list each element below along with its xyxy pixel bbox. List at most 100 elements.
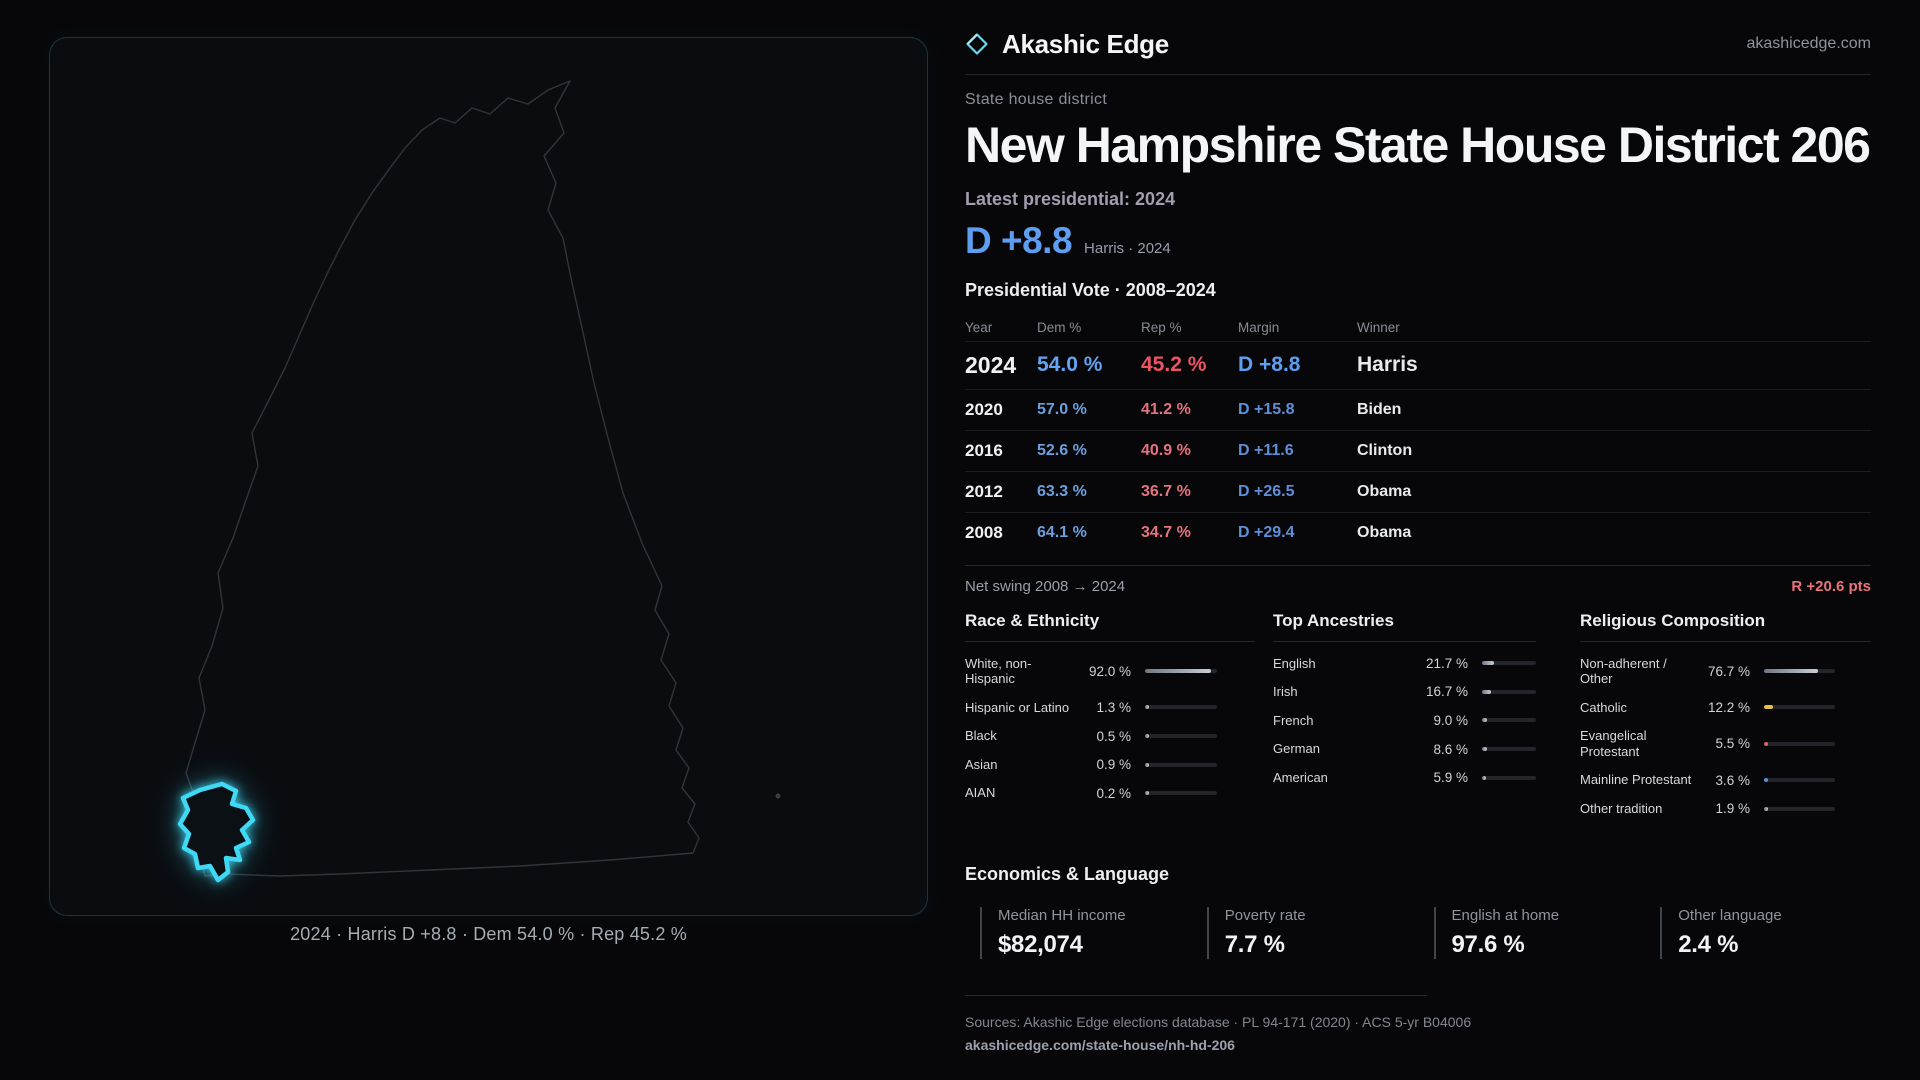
highlighted-district-path xyxy=(177,781,256,883)
race-bar xyxy=(1145,705,1217,710)
ancestry-label: English xyxy=(1273,655,1316,671)
diamond-icon xyxy=(966,33,988,55)
religion-bar xyxy=(1764,778,1835,783)
ancestries-column: Top Ancestries English 21.7 % Irish 16.7… xyxy=(1273,611,1536,830)
ancestry-item: American 5.9 % xyxy=(1273,770,1536,786)
stat-label: English at home xyxy=(1451,906,1560,924)
ancestry-bar xyxy=(1482,775,1536,780)
winner-cell: Obama xyxy=(1357,482,1412,500)
religion-value: 76.7 % xyxy=(1707,663,1750,679)
religion-label: Other tradition xyxy=(1580,801,1663,817)
col-margin: Margin xyxy=(1238,320,1280,335)
year-cell: 2008 xyxy=(965,522,1003,542)
race-bar xyxy=(1145,791,1217,796)
vote-row-2024: 2024 54.0 % 45.2 % D +8.8 Harris xyxy=(965,340,1871,389)
race-item: Asian 0.9 % xyxy=(965,757,1255,773)
winner-cell: Clinton xyxy=(1357,441,1413,459)
economics-title: Economics & Language xyxy=(965,863,1170,884)
dem-cell: 64.1 % xyxy=(1037,523,1087,541)
vote-row-2020: 2020 57.0 % 41.2 % D +15.8 Biden xyxy=(965,388,1871,430)
religion-bar xyxy=(1764,806,1835,811)
district-map-panel xyxy=(49,37,928,916)
ancestry-value: 9.0 % xyxy=(1433,712,1468,728)
religion-item: Mainline Protestant 3.6 % xyxy=(1580,772,1871,788)
col-rep: Rep % xyxy=(1141,320,1182,335)
sources-line: Sources: Akashic Edge elections database… xyxy=(965,1013,1472,1030)
stat-label: Other language xyxy=(1678,906,1782,924)
stat-other-language: Other language 2.4 % xyxy=(1660,906,1871,959)
brand-domain-link[interactable]: akashicedge.com xyxy=(1746,35,1871,52)
stat-value: 2.4 % xyxy=(1678,930,1739,958)
ancestry-value: 8.6 % xyxy=(1433,741,1468,757)
religion-item: Evangelical Protestant 5.5 % xyxy=(1580,728,1871,759)
ancestry-value: 5.9 % xyxy=(1433,770,1468,786)
margin-cell: D +8.8 xyxy=(1238,353,1301,376)
rep-cell: 34.7 % xyxy=(1141,523,1191,541)
margin-cell: D +26.5 xyxy=(1238,482,1295,500)
stat-english-at-home: English at home 97.6 % xyxy=(1433,906,1645,959)
demographics-section: Race & Ethnicity White, non-Hispanic 92.… xyxy=(965,611,1871,830)
religion-label: Evangelical Protestant xyxy=(1580,728,1647,759)
race-title: Race & Ethnicity xyxy=(965,611,1255,642)
net-swing-value: R +20.6 pts xyxy=(1791,577,1871,595)
dem-cell: 54.0 % xyxy=(1037,353,1103,376)
table-bottom-divider xyxy=(965,564,1871,566)
race-ethnicity-column: Race & Ethnicity White, non-Hispanic 92.… xyxy=(965,611,1255,830)
stat-value: $82,074 xyxy=(998,930,1083,958)
winner-cell: Biden xyxy=(1357,400,1402,418)
ancestry-label: Irish xyxy=(1273,684,1298,700)
ancestry-item: German 8.6 % xyxy=(1273,741,1536,757)
ancestry-bar xyxy=(1482,661,1536,666)
rep-cell: 45.2 % xyxy=(1141,353,1207,376)
race-value: 1.3 % xyxy=(1096,699,1131,715)
stat-value: 97.6 % xyxy=(1451,930,1525,958)
ancestry-bar xyxy=(1482,747,1536,752)
race-item: AIAN 0.2 % xyxy=(965,785,1255,801)
state-map xyxy=(177,80,781,883)
year-cell: 2012 xyxy=(965,481,1003,501)
district-kicker: State house district xyxy=(965,91,1108,108)
religion-column: Religious Composition Non-adherent / Oth… xyxy=(1580,611,1871,830)
race-label: Hispanic or Latino xyxy=(965,699,1070,715)
religion-value: 1.9 % xyxy=(1715,801,1750,817)
brand-name: Akashic Edge xyxy=(1002,28,1169,59)
map-caption: 2024 · Harris D +8.8 · Dem 54.0 % · Rep … xyxy=(290,924,687,944)
religion-item: Non-adherent / Other 76.7 % xyxy=(1580,656,1871,687)
ancestry-item: Irish 16.7 % xyxy=(1273,684,1536,700)
race-value: 92.0 % xyxy=(1088,663,1131,679)
vote-row-2008: 2008 64.1 % 34.7 % D +29.4 Obama xyxy=(965,511,1871,553)
race-bar xyxy=(1145,734,1217,739)
religion-title: Religious Composition xyxy=(1580,611,1871,642)
economics-stats-row: Median HH income $82,074 Poverty rate 7.… xyxy=(980,906,1871,959)
religion-bar xyxy=(1764,741,1835,746)
rep-cell: 41.2 % xyxy=(1141,400,1191,418)
religion-value: 3.6 % xyxy=(1715,772,1750,788)
col-year: Year xyxy=(965,320,993,335)
ancestry-label: French xyxy=(1273,712,1314,728)
race-item: White, non-Hispanic 92.0 % xyxy=(965,656,1255,687)
rep-cell: 40.9 % xyxy=(1141,441,1191,459)
permalink[interactable]: akashicedge.com/state-house/nh-hd-206 xyxy=(965,1036,1235,1053)
year-cell: 2024 xyxy=(965,351,1017,378)
ancestry-value: 21.7 % xyxy=(1425,655,1468,671)
ancestry-item: English 21.7 % xyxy=(1273,656,1536,672)
rep-cell: 36.7 % xyxy=(1141,482,1191,500)
ancestry-item: French 9.0 % xyxy=(1273,713,1536,729)
latest-presidential-label: Latest presidential: 2024 xyxy=(965,188,1176,209)
header-divider xyxy=(965,74,1871,75)
stat-label: Median HH income xyxy=(998,906,1126,924)
dem-cell: 57.0 % xyxy=(1037,400,1087,418)
state-outline-path xyxy=(185,80,700,877)
race-bar xyxy=(1145,669,1217,674)
religion-item: Catholic 12.2 % xyxy=(1580,700,1871,716)
religion-label: Mainline Protestant xyxy=(1580,772,1692,788)
isles-of-shoals-dot xyxy=(775,793,781,799)
religion-value: 5.5 % xyxy=(1715,736,1750,752)
vote-row-2012: 2012 63.3 % 36.7 % D +26.5 Obama xyxy=(965,470,1871,512)
ancestry-bar xyxy=(1482,718,1536,723)
presidential-vote-table: Year Dem % Rep % Margin Winner 2024 54.0… xyxy=(965,315,1871,553)
year-cell: 2020 xyxy=(965,399,1003,419)
col-winner: Winner xyxy=(1357,320,1400,335)
race-item: Hispanic or Latino 1.3 % xyxy=(965,700,1255,716)
margin-cell: D +29.4 xyxy=(1238,523,1295,541)
